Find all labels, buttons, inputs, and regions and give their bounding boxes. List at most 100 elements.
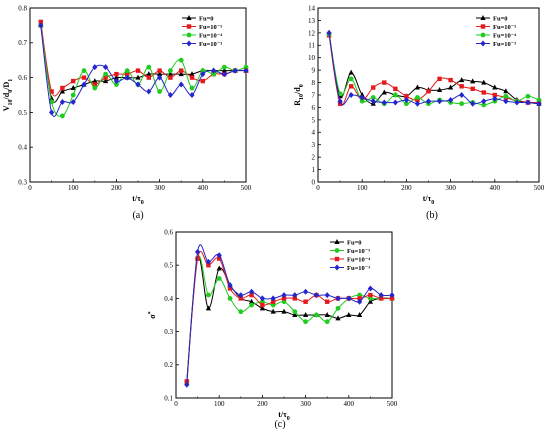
- panel-label: (b): [426, 210, 438, 221]
- data-point: [359, 98, 365, 104]
- data-point: [227, 282, 233, 289]
- data-point: [393, 86, 398, 91]
- legend-swatch-marker: [334, 256, 340, 262]
- data-point: [381, 99, 387, 106]
- y-tick-label: 10: [308, 54, 316, 62]
- data-point: [436, 98, 443, 105]
- data-point: [92, 64, 98, 71]
- data-point: [200, 78, 205, 84]
- x-tick-label: 200: [401, 184, 412, 192]
- data-point: [459, 92, 465, 98]
- y-tick-label: 0.6: [18, 74, 27, 82]
- data-point: [270, 295, 276, 302]
- x-axis-label: t/τ0: [132, 194, 144, 206]
- data-point: [357, 296, 362, 301]
- x-tick-label: 500: [534, 184, 545, 192]
- data-point: [238, 309, 244, 315]
- data-point: [370, 95, 376, 100]
- data-point: [525, 93, 531, 99]
- data-point: [281, 292, 287, 299]
- x-tick-label: 100: [68, 184, 79, 192]
- data-point: [348, 84, 354, 89]
- data-point: [81, 81, 87, 88]
- data-point: [113, 78, 119, 85]
- data-point: [414, 100, 421, 107]
- legend-label: Fu=0: [493, 15, 508, 22]
- data-point: [281, 296, 287, 301]
- legend-label: Fu=10⁻⁴: [199, 32, 222, 39]
- y-axis-label: R10/d0: [293, 84, 305, 105]
- x-tick-label: 300: [445, 184, 456, 192]
- data-point: [114, 82, 119, 87]
- data-point: [157, 74, 163, 81]
- data-point: [389, 296, 395, 301]
- panel-label: (c): [274, 419, 285, 430]
- data-point: [348, 92, 354, 98]
- data-point: [222, 64, 227, 70]
- data-point: [70, 92, 76, 98]
- y-tick-label: 1: [312, 166, 316, 174]
- y-tick-label: 5: [312, 116, 316, 124]
- data-point: [206, 263, 211, 268]
- x-axis-label: t/τ0: [278, 410, 290, 422]
- data-point: [536, 97, 542, 103]
- data-point: [415, 95, 420, 100]
- y-axis-label: V10/d0/D1: [2, 79, 14, 111]
- data-point: [259, 305, 265, 311]
- data-point: [60, 113, 65, 119]
- y-tick-label: 0.5: [164, 262, 173, 270]
- chart-panel-a: 0 100 200 300 400 500 0.3 0.4 0.5 0.6 0.7 0.8 t/τ0 V1…: [2, 4, 252, 221]
- data-point: [367, 285, 373, 292]
- data-point: [146, 88, 152, 95]
- data-point: [168, 75, 173, 80]
- data-point: [525, 99, 531, 106]
- data-point: [249, 288, 255, 295]
- y-tick-label: 14: [308, 4, 316, 12]
- legend-swatch-marker: [480, 40, 486, 47]
- legend-label: Fu=0: [347, 239, 362, 246]
- y-tick-label: 6: [312, 104, 316, 112]
- y-tick-label: 0.3: [164, 328, 173, 336]
- series-2: [184, 255, 395, 384]
- data-point: [324, 319, 330, 325]
- data-point: [178, 57, 184, 63]
- data-point: [146, 64, 152, 70]
- data-point: [167, 92, 173, 98]
- series-line: [186, 256, 393, 382]
- data-point: [168, 68, 173, 74]
- data-point: [249, 298, 255, 304]
- data-point: [314, 312, 319, 318]
- data-point: [167, 71, 173, 77]
- data-point: [249, 302, 255, 308]
- data-point: [436, 87, 443, 93]
- y-tick-label: 8: [312, 79, 316, 87]
- y-tick-label: 0.7: [18, 39, 27, 47]
- panel-label: (a): [132, 210, 143, 221]
- y-axis-label: σ*: [148, 311, 157, 318]
- data-point: [71, 78, 76, 84]
- data-point: [221, 71, 227, 78]
- data-point: [437, 76, 442, 82]
- data-point: [157, 89, 163, 94]
- data-point: [292, 312, 298, 317]
- data-point: [326, 29, 332, 36]
- data-point: [216, 276, 222, 281]
- data-point: [157, 71, 163, 77]
- series-4: [184, 244, 395, 388]
- data-point: [536, 100, 542, 107]
- data-point: [238, 292, 244, 299]
- x-tick-label: 100: [357, 184, 368, 192]
- legend-swatch-marker: [186, 15, 192, 20]
- y-tick-label: 0.2: [164, 361, 173, 369]
- x-tick-label: 0: [28, 184, 32, 192]
- legend-label: Fu=10⁻⁵: [199, 24, 222, 31]
- data-point: [200, 71, 206, 78]
- data-point: [492, 95, 498, 102]
- data-point: [92, 78, 98, 84]
- series-4: [38, 22, 249, 117]
- y-tick-label: 9: [312, 67, 316, 75]
- data-point: [325, 299, 330, 304]
- data-point: [448, 96, 454, 103]
- data-point: [59, 88, 65, 94]
